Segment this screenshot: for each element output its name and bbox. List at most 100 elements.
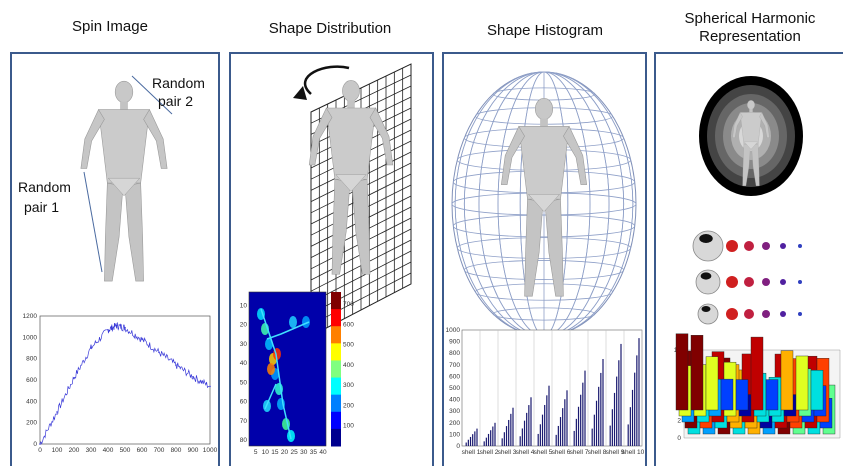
arrow-head-icon (293, 86, 307, 100)
shell-label: shell 10 (622, 449, 645, 456)
y-tick-label: 50 (240, 379, 248, 386)
histogram-bar (564, 399, 566, 446)
y-tick-label: 20 (240, 322, 248, 329)
histogram-bar (510, 413, 512, 446)
latitude-ring (452, 214, 636, 238)
latitude-ring (463, 260, 625, 280)
colorbar-tick-label: 400 (343, 362, 354, 369)
histogram-bar (559, 417, 562, 446)
y-tick-label: 800 (26, 356, 37, 363)
z-tick-label: 2 (677, 417, 681, 424)
histogram-bar (465, 442, 467, 446)
random-pair-1-label-line2: pair 1 (24, 199, 59, 215)
x-tick-label: 30 (300, 449, 308, 456)
histogram-bar (521, 428, 523, 446)
heat-trace (260, 308, 310, 440)
grid-line (310, 261, 412, 314)
histogram-bar (539, 424, 541, 446)
histogram-bar (595, 400, 598, 446)
y-tick-label: 70 (240, 418, 248, 425)
spin-image-title: Spin Image (72, 18, 148, 35)
histogram-bar (618, 360, 620, 446)
data-point (56, 411, 58, 413)
y-tick-label: 0 (33, 441, 37, 448)
harmonic-term (762, 310, 770, 318)
data-point (141, 338, 143, 341)
histogram-bar (600, 372, 602, 446)
shell-label: shell 7 (570, 449, 589, 456)
colorbar-segment (331, 360, 341, 379)
heat-cell (289, 316, 297, 328)
y-tick-label: 800 (449, 350, 460, 357)
histogram-bar (508, 419, 510, 446)
grid-line (310, 250, 412, 303)
y-tick-label: 500 (449, 385, 460, 392)
colorbar-tick-label: 300 (343, 382, 354, 389)
colorbar-tick-label: 100 (343, 423, 354, 430)
harmonic-3d-bar-chart: 0246810 (674, 333, 841, 442)
histogram-bar (629, 407, 631, 446)
histogram-bar (634, 372, 636, 446)
shell-label: shell 6 (552, 449, 571, 456)
colorbar-segment (331, 411, 341, 430)
histogram-bar (487, 433, 490, 446)
sphere-shade (700, 272, 712, 280)
shell-label: shell 3 (498, 449, 517, 456)
spin-image-panel: Random pair 2 Random pair 1 0 100 200 300 40… (10, 52, 220, 466)
random-pair-2-label-line1: Random (152, 75, 205, 91)
histogram-bar (562, 408, 564, 446)
histogram-bar (494, 422, 496, 446)
y-tick-label: 200 (449, 420, 460, 427)
colorbar-segment (331, 309, 341, 327)
histogram-bar (602, 359, 604, 446)
shape-histogram-title: Shape Histogram (487, 22, 603, 39)
histogram-bar (611, 409, 613, 446)
histogram-bar (512, 407, 514, 446)
spherical-harmonic-panel: 0246810 (654, 52, 843, 466)
y-tick-label: 1000 (446, 327, 461, 334)
y-tick-label: 600 (26, 377, 37, 384)
histogram-bar (638, 338, 640, 446)
y-tick-label: 400 (449, 397, 460, 404)
bar-3d (705, 356, 719, 411)
bar-3d (810, 370, 824, 411)
spherical-harmonic-title: Spherical Harmonic Representation (670, 10, 830, 46)
bar-3d (735, 379, 749, 411)
histogram-bar (490, 430, 492, 446)
harmonic-term (726, 240, 738, 252)
histogram-bar (474, 431, 476, 446)
histogram-bar (503, 432, 505, 446)
harmonic-decomposition (692, 230, 802, 325)
histogram-bar (591, 428, 593, 446)
histogram-bar (492, 426, 494, 446)
y-tick-label: 40 (240, 360, 248, 367)
colorbar-segment (331, 377, 341, 396)
histogram-bar (519, 436, 521, 446)
histogram-bar (573, 430, 575, 446)
histogram-bar (577, 406, 580, 446)
shape-distribution-panel: 10 20 30 40 50 60 70 80 5 10 15 20 25 30 35 40 100 200 300… (229, 52, 434, 466)
x-tick-label: 15 (271, 449, 279, 456)
x-tick-label: 40 (319, 449, 327, 456)
histogram-bar (523, 420, 526, 446)
histogram-bar (546, 395, 548, 446)
colorbar-segment (331, 326, 341, 344)
y-tick-label: 900 (449, 339, 460, 346)
plot-frame (39, 315, 211, 445)
y-tick-label: 1200 (23, 313, 38, 320)
histogram-bar (631, 389, 634, 446)
histogram-bar (582, 382, 584, 446)
colorbar-segment (331, 292, 341, 310)
x-tick-label: 5 (254, 449, 258, 456)
x-tick-label: 10 (262, 449, 270, 456)
sphere-shade (701, 306, 711, 312)
y-tick-label: 1000 (23, 334, 38, 341)
histogram-bar (555, 434, 557, 446)
latitude-ring (456, 237, 632, 259)
x-tick-label: 600 (137, 447, 148, 454)
histogram-bar (469, 436, 472, 446)
random-pair-1-label-line1: Random (18, 179, 71, 195)
histogram-bar (528, 405, 530, 446)
